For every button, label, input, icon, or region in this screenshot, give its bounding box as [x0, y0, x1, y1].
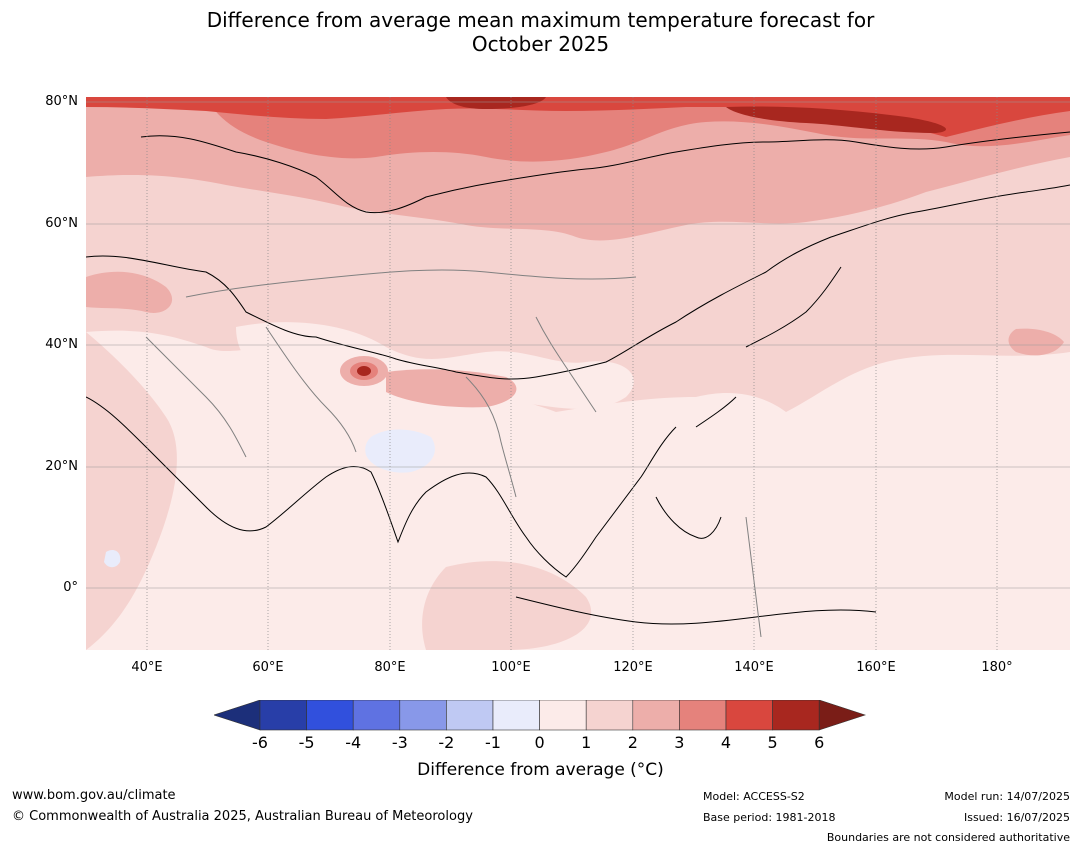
anomaly-band-1-2-equator [422, 561, 592, 650]
colorbar-cell [399, 700, 447, 731]
anomaly-band-4-5 [86, 97, 1070, 137]
colorbar-cell [259, 700, 307, 731]
anomaly-light-china [236, 322, 634, 409]
colorbar-tick-label: 4 [720, 733, 732, 752]
colorbar-tick-label: -4 [345, 733, 362, 752]
model-run: Model run: 14/07/2025 [944, 790, 1070, 803]
title-line-1: Difference from average mean maximum tem… [206, 8, 875, 32]
country-borders [145, 269, 762, 638]
boundaries-disclaimer: Boundaries are not considered authoritat… [826, 831, 1070, 844]
gridlines [146, 97, 998, 650]
colorbar-label: Difference from average (°C) [417, 760, 664, 780]
lon-label-60e: 60°E [252, 660, 284, 675]
colorbar-tick-label: 5 [767, 733, 778, 752]
lat-label-60n: 60°N [45, 216, 78, 231]
lon-label-180: 180° [981, 660, 1013, 675]
website-link[interactable]: www.bom.gov.au/climate [12, 788, 176, 803]
lat-label-40n: 40°N [45, 337, 78, 352]
colorbar-cell [492, 700, 540, 731]
lon-label-40e: 40°E [131, 660, 163, 675]
anomaly-map [86, 97, 1070, 650]
anomaly-band-5-6-west [446, 97, 546, 109]
lon-label-80e: 80°E [374, 660, 406, 675]
issued-date: Issued: 16/07/2025 [963, 811, 1070, 824]
model-name: Model: ACCESS-S2 [703, 790, 805, 803]
anomaly-band-5-6 [726, 106, 946, 133]
colorbar-cell [725, 700, 773, 731]
colorbar-cell [679, 700, 727, 731]
lon-label-160e: 160°E [856, 660, 896, 675]
anomaly-cool-india [365, 429, 435, 473]
colorbar-cell [306, 700, 354, 731]
colorbar-tick-label: 2 [627, 733, 638, 752]
copyright-text: © Commonwealth of Australia 2025, Austra… [12, 809, 473, 824]
lat-label-20n: 20°N [45, 459, 78, 474]
colorbar-cell [446, 700, 494, 731]
colorbar-tick-label: 1 [581, 733, 592, 752]
colorbar-tick-label: 6 [814, 733, 825, 752]
anomaly-band-2-3-ural [86, 271, 173, 313]
lon-label-140e: 140°E [734, 660, 774, 675]
colorbar-tick-label: -1 [485, 733, 501, 752]
colorbar-tick-label: -6 [252, 733, 268, 752]
colorbar-cell [632, 700, 680, 731]
colorbar-tick-label: 3 [674, 733, 685, 752]
lon-label-120e: 120°E [613, 660, 653, 675]
map-panel [86, 97, 1070, 650]
colorbar-tick-label: -2 [438, 733, 455, 752]
lat-label-80n: 80°N [45, 94, 78, 109]
chart-title: Difference from average mean maximum tem… [0, 8, 1081, 56]
lat-label-0: 0° [63, 580, 78, 595]
colorbar-tick-label: 0 [534, 733, 545, 752]
colorbar [214, 700, 866, 731]
colorbar-cell [772, 700, 820, 731]
base-period: Base period: 1981-2018 [703, 811, 836, 824]
title-line-2: October 2025 [471, 32, 610, 56]
lon-label-100e: 100°E [491, 660, 531, 675]
colorbar-cell [352, 700, 401, 731]
colorbar-extend-low [214, 700, 261, 731]
anomaly-band-2-3-pacific [1008, 328, 1064, 356]
anomaly-cool-arabia [104, 550, 121, 568]
coastlines [86, 131, 1070, 625]
colorbar-tick-label: -3 [391, 733, 408, 752]
colorbar-cell [539, 700, 587, 731]
lat-gridlines [86, 101, 1070, 589]
anomaly-hotspot-inner [357, 366, 371, 376]
colorbar-tick-label: -5 [298, 733, 315, 752]
colorbar-cell [585, 700, 634, 731]
colorbar-extend-high [818, 700, 866, 731]
